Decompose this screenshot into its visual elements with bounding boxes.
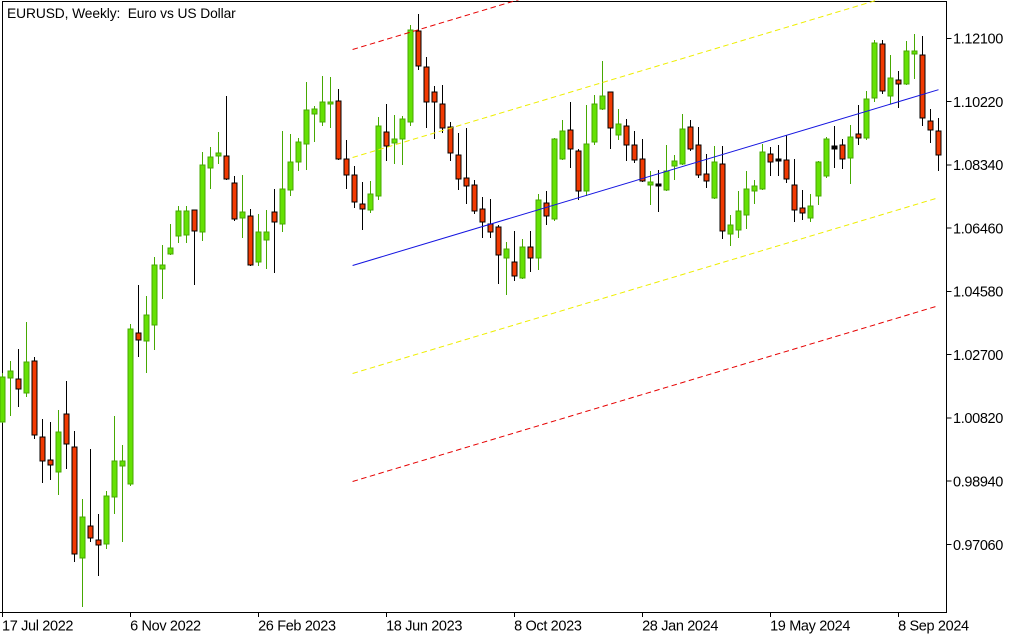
svg-text:1.02700: 1.02700 [953,348,1003,364]
svg-text:26 Feb 2023: 26 Feb 2023 [258,619,336,635]
svg-text:0.98940: 0.98940 [953,475,1003,491]
svg-text:6 Nov 2022: 6 Nov 2022 [130,619,201,635]
svg-text:28 Jan 2024: 28 Jan 2024 [642,619,718,635]
svg-text:17 Jul 2022: 17 Jul 2022 [2,619,73,635]
svg-text:18 Jun 2023: 18 Jun 2023 [386,619,462,635]
svg-text:1.10220: 1.10220 [953,95,1003,111]
svg-text:19 May 2024: 19 May 2024 [770,619,850,635]
svg-text:0.97060: 0.97060 [953,538,1003,554]
svg-text:1.00820: 1.00820 [953,411,1003,427]
svg-text:1.06460: 1.06460 [953,221,1003,237]
svg-text:8 Oct 2023: 8 Oct 2023 [514,619,582,635]
svg-text:1.12100: 1.12100 [953,32,1003,48]
svg-text:8 Sep 2024: 8 Sep 2024 [898,619,969,635]
svg-text:1.04580: 1.04580 [953,285,1003,301]
svg-text:EURUSD, Weekly: Euro vs US Do: EURUSD, Weekly: Euro vs US Dollar [7,6,236,21]
svg-text:1.08340: 1.08340 [953,158,1003,174]
